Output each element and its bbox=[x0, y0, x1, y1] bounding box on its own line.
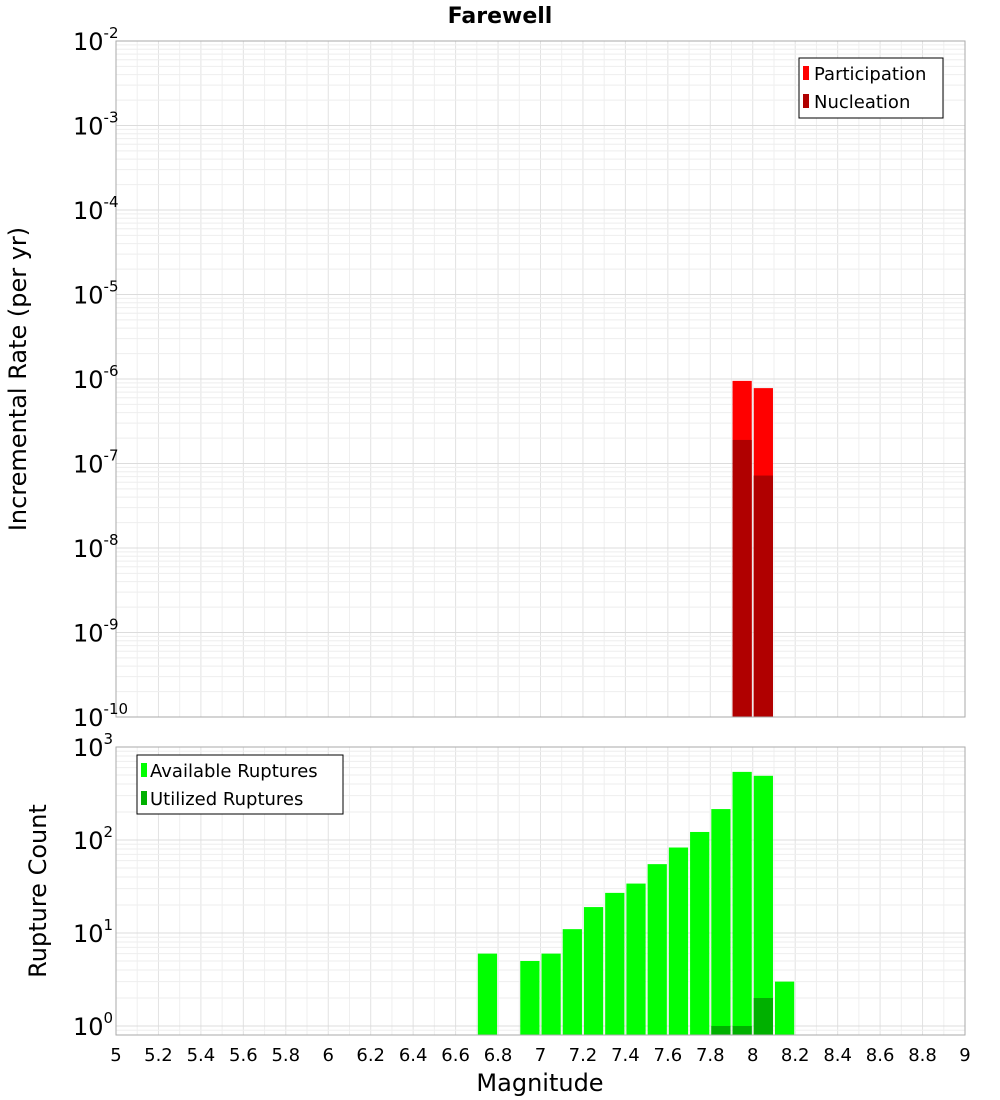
legend-swatch-nucleation bbox=[803, 94, 809, 108]
top-y-tick-label: 10-3 bbox=[73, 109, 119, 141]
x-tick-label: 7.4 bbox=[611, 1045, 640, 1066]
x-tick-label: 8.4 bbox=[823, 1045, 852, 1066]
bottom-y-tick-label: 102 bbox=[73, 823, 113, 855]
x-tick-label: 8 bbox=[747, 1045, 758, 1066]
bar-nucleation bbox=[732, 439, 752, 717]
legend-label-utilized: Utilized Ruptures bbox=[150, 789, 303, 810]
top-y-tick-label: 10-9 bbox=[73, 616, 119, 648]
top-legend: Participation Nucleation bbox=[798, 57, 944, 119]
x-tick-label: 6 bbox=[323, 1045, 334, 1066]
top-grid bbox=[116, 40, 965, 718]
bar-available-ruptures bbox=[753, 775, 773, 1035]
bar-available-ruptures bbox=[541, 953, 561, 1035]
top-y-tick-label: 10-10 bbox=[73, 700, 128, 732]
top-plot-border bbox=[115, 40, 966, 718]
bottom-y-tick-labels: 100 101 102 103 bbox=[73, 730, 113, 1041]
bar-available-ruptures bbox=[626, 883, 646, 1035]
legend-label-nucleation: Nucleation bbox=[814, 92, 910, 113]
x-tick-labels: 5 5.2 5.4 5.6 5.8 6 6.2 6.4 6.6 6.8 7 7.2 7.4 7.6 7.8 8… bbox=[110, 1045, 970, 1066]
legend-swatch-available bbox=[141, 763, 147, 777]
bar-utilized-ruptures bbox=[711, 1025, 731, 1035]
bottom-legend: Available Ruptures Utilized Ruptures bbox=[136, 754, 344, 815]
bar-available-ruptures bbox=[477, 953, 498, 1035]
bar-available-ruptures bbox=[668, 847, 689, 1035]
x-tick-label: 6.6 bbox=[441, 1045, 470, 1066]
bar-available-ruptures bbox=[732, 771, 752, 1035]
bar-available-ruptures bbox=[690, 831, 710, 1035]
bar-utilized-ruptures bbox=[732, 1025, 752, 1035]
bar-available-ruptures bbox=[711, 809, 731, 1035]
x-tick-label: 7 bbox=[535, 1045, 546, 1066]
x-tick-label: 7.6 bbox=[654, 1045, 683, 1066]
x-tick-label: 9 bbox=[959, 1045, 970, 1066]
top-y-axis-label: Incremental Rate (per yr) bbox=[4, 227, 32, 531]
bar-utilized-ruptures bbox=[753, 997, 773, 1035]
x-tick-label: 5.2 bbox=[144, 1045, 173, 1066]
x-tick-label: 5.8 bbox=[271, 1045, 300, 1066]
chart-title: Farewell bbox=[448, 4, 553, 29]
x-tick-label: 7.8 bbox=[696, 1045, 725, 1066]
top-y-tick-label: 10-6 bbox=[73, 362, 119, 394]
bar-available-ruptures bbox=[605, 892, 625, 1035]
bottom-y-axis-label: Rupture Count bbox=[24, 804, 52, 978]
bar-available-ruptures bbox=[583, 907, 604, 1035]
bar-available-ruptures bbox=[562, 929, 582, 1035]
bar-available-ruptures bbox=[774, 981, 795, 1035]
x-tick-label: 6.4 bbox=[399, 1045, 428, 1066]
x-tick-label: 8.6 bbox=[866, 1045, 895, 1066]
x-tick-label: 5.6 bbox=[229, 1045, 258, 1066]
x-tick-label: 7.2 bbox=[569, 1045, 598, 1066]
top-y-tick-label: 10-5 bbox=[73, 278, 119, 310]
x-tick-label: 6.8 bbox=[484, 1045, 513, 1066]
x-tick-label: 5.4 bbox=[187, 1045, 216, 1066]
legend-label-available: Available Ruptures bbox=[150, 761, 318, 782]
bottom-bars bbox=[477, 771, 795, 1035]
top-y-tick-label: 10-7 bbox=[73, 447, 119, 479]
bottom-legend-box bbox=[136, 754, 344, 815]
bottom-plot-border bbox=[115, 746, 966, 1036]
legend-swatch-participation bbox=[803, 66, 809, 80]
bottom-y-tick-label: 103 bbox=[73, 730, 113, 762]
x-axis-label: Magnitude bbox=[476, 1069, 603, 1097]
bar-available-ruptures bbox=[647, 864, 667, 1035]
x-tick-label: 6.2 bbox=[356, 1045, 385, 1066]
x-tick-label: 8.2 bbox=[781, 1045, 810, 1066]
top-bars bbox=[732, 380, 773, 717]
top-y-tick-label: 10-4 bbox=[73, 193, 119, 225]
bar-available-ruptures bbox=[520, 960, 540, 1035]
top-y-tick-label: 10-8 bbox=[73, 531, 119, 563]
top-legend-box bbox=[798, 57, 944, 119]
legend-swatch-utilized bbox=[141, 791, 147, 805]
legend-label-participation: Participation bbox=[814, 64, 926, 85]
bottom-y-tick-label: 101 bbox=[73, 916, 113, 948]
x-tick-label: 5 bbox=[110, 1045, 121, 1066]
bottom-y-tick-label: 100 bbox=[73, 1009, 113, 1041]
top-y-tick-labels: 10-10 10-9 10-8 10-7 10-6 10-5 10-4 10-3 10-2 bbox=[73, 24, 128, 732]
x-tick-label: 8.8 bbox=[908, 1045, 937, 1066]
top-y-tick-label: 10-2 bbox=[73, 24, 119, 56]
bar-nucleation bbox=[753, 475, 773, 717]
